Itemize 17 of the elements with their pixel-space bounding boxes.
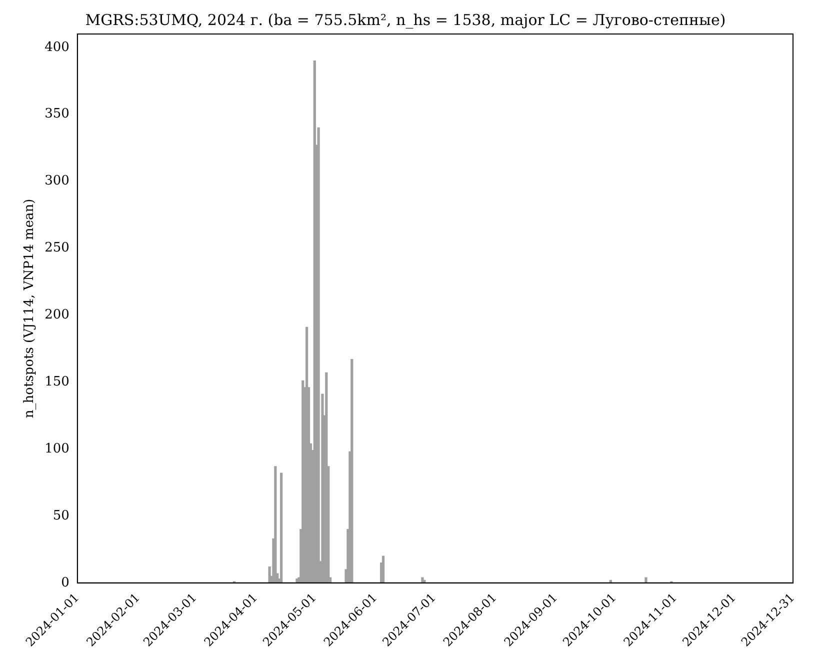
bar [274, 466, 277, 583]
y-tick-label: 400 [44, 40, 70, 55]
chart-title: MGRS:53UMQ, 2024 г. (ba = 755.5km², n_hs = 1538, major LC = Лугово-степные) [85, 10, 726, 29]
bar [382, 556, 385, 583]
y-tick-label: 0 [61, 575, 70, 590]
y-axis-title: n_hotspots (VJ114, VNP14 mean) [22, 198, 38, 418]
y-tick-label: 300 [44, 174, 70, 189]
bar [421, 577, 424, 583]
y-tick-label: 150 [44, 374, 70, 390]
y-tick-label: 100 [44, 441, 70, 456]
y-tick-label: 350 [44, 106, 70, 122]
y-tick-label: 250 [44, 240, 70, 256]
bar [350, 358, 354, 583]
bar [644, 577, 648, 583]
y-tick-label: 50 [52, 508, 70, 524]
y-tick-label: 200 [44, 308, 70, 323]
bar [280, 472, 283, 583]
